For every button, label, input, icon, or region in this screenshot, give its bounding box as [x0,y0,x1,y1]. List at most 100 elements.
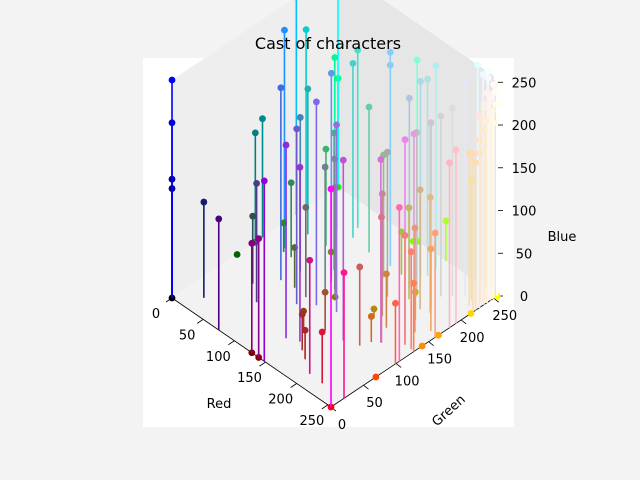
z-tick-label: 50 [516,247,533,262]
y-tick [493,297,499,303]
point-deb887-marker [426,193,434,201]
point-ffefd5-marker [483,117,490,125]
point-b0e0e6-marker [424,75,431,83]
point-7b68ee-marker [312,98,320,106]
point-ffdab9-marker [469,150,477,158]
point-a9a9a9-marker [383,148,391,156]
point-add8e6-marker [417,77,424,85]
point-ffdead-marker [472,159,479,166]
point-ff8c00-marker [418,342,426,350]
point-9932cc-marker [296,163,304,171]
point-00fa9a-marker [331,54,339,61]
point-ba55d3-marker [339,156,347,164]
z-tick-label: 100 [512,205,537,220]
chart-title: Cast of characters [255,34,401,53]
point-fff0f5-marker [483,89,491,97]
point-48d1cc-marker [349,60,357,67]
point-696969-marker [302,204,310,211]
point-d3d3d3-marker [437,112,445,120]
point-8a2be2-marker [282,141,290,149]
x-tick [228,340,235,346]
point-ffa500-marker [435,331,442,339]
point-e9967a-marker [411,224,419,232]
point-e6e6fa-marker [461,79,469,86]
point-fffafa-marker [490,81,498,88]
point-ffffff-marker [493,74,501,82]
point-dcdcdc-marker [448,104,456,112]
point-40e0d0-marker [354,46,362,54]
point-a52a2a-marker [298,310,306,318]
x-tick [321,404,329,410]
point-ff7f50-marker [410,279,418,287]
point-ffe4e1-marker [476,112,483,119]
point-ffebcd-marker [480,126,488,133]
point-ee82ee-marker [401,136,409,144]
point-708090-marker [321,163,329,171]
point-bdb76b-marker [405,204,413,212]
x-tick-label: 0 [152,307,160,322]
point-f4a460-marker [427,245,435,253]
point-6495ed-marker [327,69,335,77]
point-adff2f-marker [442,217,450,225]
point-4682b4-marker [296,114,304,121]
point-006400-marker [233,251,241,258]
point-87cefa-marker [386,48,394,56]
y-tick-label: 50 [366,396,383,411]
point-2f4f4f-marker [249,212,257,220]
point-ff4500-marker [372,373,380,381]
point-c71585-marker [306,256,314,264]
point-dc143c-marker [318,328,326,336]
point-4169e1-marker [277,84,285,92]
point-b22222-marker [301,326,309,334]
point-1e90ff-marker [281,26,288,34]
point-ffc0cb-marker [452,146,460,154]
x-tick-label: 50 [179,328,196,343]
point-e0ffff-marker [474,61,482,69]
point-db7093-marker [378,213,385,221]
z-tick-label: 150 [512,162,537,177]
point-66cdaa-marker [365,103,373,111]
point-9370db-marker [333,121,340,129]
point-ff1493-marker [340,269,348,277]
point-da70d6-marker [377,156,385,163]
point-191970-marker [200,198,208,206]
point-ffb6c1-marker [446,159,453,167]
point-ff00ff-marker [327,185,335,193]
point-bc8f8f-marker [378,190,386,198]
y-tick-label: 200 [460,331,485,346]
y-tick [428,341,434,347]
point-800080-marker [248,239,256,247]
x-tick-label: 200 [268,393,293,408]
y-tick [395,363,402,368]
point-dda0dd-marker [410,130,418,138]
point-ff6347-marker [392,299,399,307]
y-tick-label: 150 [427,353,452,368]
y-tick [363,384,369,390]
x-tick-label: 150 [237,371,262,386]
point-b0c4de-marker [405,94,413,102]
x-tick [290,383,297,388]
point-20b2aa-marker [304,85,312,93]
point-fa8072-marker [407,248,415,256]
y-tick-label: 0 [338,418,346,433]
point-6a5acd-marker [293,125,301,133]
x-tick-label: 100 [206,350,231,365]
point-00ced1-marker [302,26,310,34]
z-axis-label: Blue [548,230,577,245]
point-ffd700-marker [467,310,475,317]
x-tick [196,319,204,324]
point-2e8b57-marker [287,179,295,187]
z-tick-label: 250 [512,76,537,91]
point-483d8b-marker [253,179,261,187]
point-b8860b-marker [370,305,378,313]
point-d2b48c-marker [416,186,424,194]
point-4b0082-marker [215,215,223,223]
point-8b008b-marker [255,235,263,242]
point-9400d3-marker [260,177,268,185]
point-3cb371-marker [322,145,330,153]
y-tick-label: 250 [492,309,517,324]
point-f0f8ff-marker [479,71,487,79]
